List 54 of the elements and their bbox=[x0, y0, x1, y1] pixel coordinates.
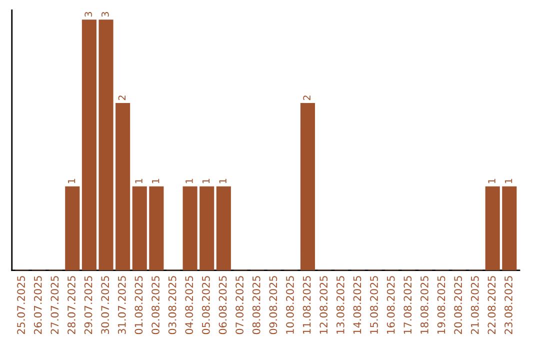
data-label: 1 bbox=[135, 178, 142, 184]
x-tick-label: 30.07.2025 bbox=[101, 276, 110, 334]
x-tick-label: 05.08.2025 bbox=[202, 276, 210, 334]
x-tick-label: 29.07.2025 bbox=[84, 276, 92, 334]
data-label: 1 bbox=[488, 178, 496, 184]
bar bbox=[116, 103, 130, 270]
x-tick-label: 14.08.2025 bbox=[353, 276, 362, 334]
bar bbox=[82, 20, 96, 270]
data-label: 1 bbox=[202, 178, 210, 184]
x-tick-label: 22.08.2025 bbox=[488, 276, 496, 334]
x-tick-label: 23.08.2025 bbox=[504, 276, 512, 334]
data-label: 1 bbox=[504, 178, 512, 184]
bar bbox=[149, 186, 164, 270]
bar bbox=[200, 186, 214, 270]
x-tick-label: 28.07.2025 bbox=[68, 276, 76, 334]
data-label: 1 bbox=[186, 178, 193, 184]
x-tick-label: 01.08.2025 bbox=[134, 276, 143, 334]
data-label: 3 bbox=[101, 12, 109, 17]
bar bbox=[65, 186, 80, 270]
x-tick-label: 09.08.2025 bbox=[269, 276, 278, 334]
x-tick-label: 20.08.2025 bbox=[454, 276, 462, 334]
bar bbox=[98, 20, 114, 270]
x-tick-label: 21.08.2025 bbox=[470, 276, 479, 334]
x-tick-label: 18.08.2025 bbox=[420, 276, 428, 334]
x-tick-label: 16.08.2025 bbox=[386, 276, 395, 334]
x-tick-label: 11.08.2025 bbox=[302, 276, 311, 334]
bar bbox=[182, 186, 198, 270]
x-tick-label: 31.07.2025 bbox=[118, 276, 126, 334]
x-tick-label: 13.08.2025 bbox=[336, 276, 344, 334]
x-tick-label: 25.07.2025 bbox=[17, 276, 25, 334]
x-tick-label: 17.08.2025 bbox=[404, 276, 412, 334]
data-label: 3 bbox=[84, 12, 92, 17]
x-tick-label: 19.08.2025 bbox=[437, 276, 446, 334]
x-tick-label: 07.08.2025 bbox=[236, 276, 244, 334]
bar bbox=[485, 186, 500, 270]
x-tick-label: 26.07.2025 bbox=[34, 276, 42, 334]
bar bbox=[502, 186, 517, 270]
data-label: 1 bbox=[152, 178, 160, 184]
x-tick-label: 08.08.2025 bbox=[252, 276, 260, 334]
x-tick-label: 04.08.2025 bbox=[185, 276, 194, 334]
x-tick-label: 15.08.2025 bbox=[370, 276, 378, 334]
bar bbox=[132, 186, 147, 270]
x-tick-label: 27.07.2025 bbox=[50, 276, 59, 334]
data-label: 1 bbox=[219, 178, 226, 184]
data-label: 1 bbox=[68, 178, 76, 184]
x-tick-label: 12.08.2025 bbox=[320, 276, 328, 334]
x-tick-label: 10.08.2025 bbox=[286, 276, 294, 334]
x-tick-label: 02.08.2025 bbox=[152, 276, 160, 334]
data-label: 2 bbox=[118, 96, 126, 100]
bar bbox=[216, 186, 231, 270]
data-label: 2 bbox=[303, 96, 310, 100]
x-tick-label: 06.08.2025 bbox=[218, 276, 227, 334]
bar bbox=[300, 103, 315, 270]
x-tick-label: 03.08.2025 bbox=[168, 276, 176, 334]
